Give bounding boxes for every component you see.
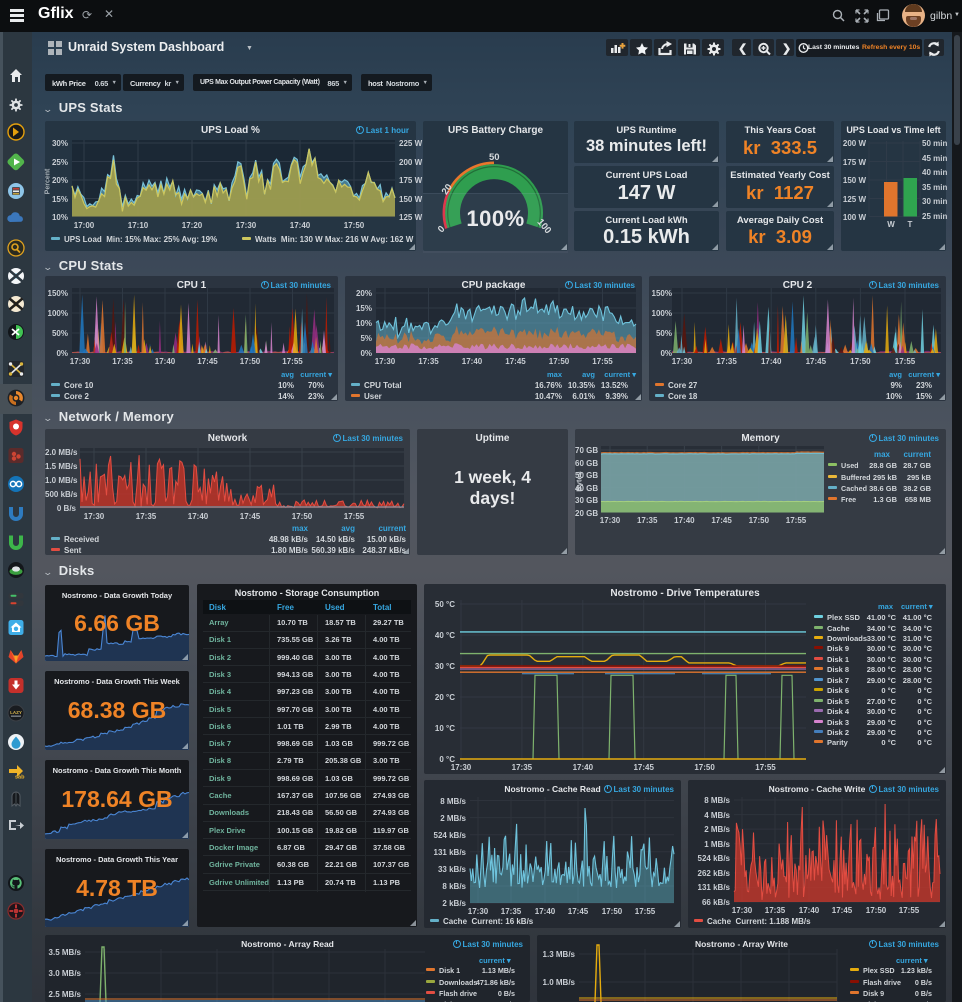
svg-text:LAZY: LAZY (10, 710, 22, 715)
svg-text:sab: sab (15, 775, 25, 781)
